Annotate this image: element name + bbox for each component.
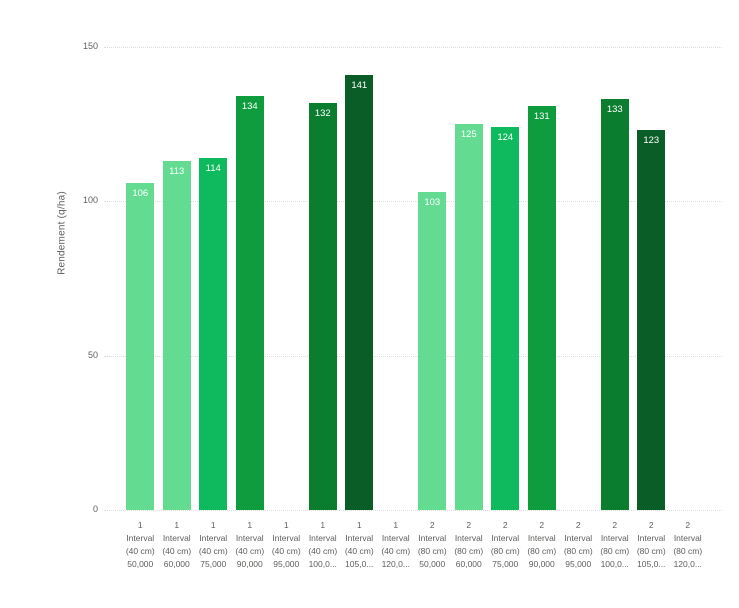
bar-value-label: 125 [460, 129, 477, 141]
x-axis-label-12: 2 Interval (80 cm) 90,000 [527, 520, 557, 569]
x-axis-label-14: 2 Interval (80 cm) 100,0... [600, 520, 630, 569]
category-slot-10: 125 [451, 47, 488, 510]
bar-value-label: 124 [497, 132, 514, 144]
x-axis-label-6: 1 Interval (40 cm) 100,0... [308, 520, 338, 569]
bar-1-60000[interactable]: 113 [162, 161, 191, 510]
x-axis-label-11: 2 Interval (80 cm) 75,000 [490, 520, 520, 569]
x-axis-label-3: 1 Interval (40 cm) 75,000 [198, 520, 228, 569]
plot-area: 106 113 114 134 132 141 103 125 124 131 133 123 [122, 47, 706, 510]
bar-value-label: 134 [241, 101, 258, 113]
x-axis-label-9: 2 Interval (80 cm) 50,000 [417, 520, 447, 569]
category-slot-16 [670, 47, 707, 510]
category-slot-8 [378, 47, 415, 510]
bar-2-50000[interactable]: 103 [418, 192, 447, 510]
x-axis-label-5: 1 Interval (40 cm) 95,000 [271, 520, 301, 569]
x-axis-label-4: 1 Interval (40 cm) 90,000 [235, 520, 265, 569]
bar-2-90000[interactable]: 131 [527, 105, 556, 510]
bar-1-90000[interactable]: 134 [235, 96, 264, 510]
x-axis-label-1: 1 Interval (40 cm) 50,000 [125, 520, 155, 569]
x-axis-label-10: 2 Interval (80 cm) 60,000 [454, 520, 484, 569]
bar-1-75000[interactable]: 114 [199, 158, 228, 510]
bar-value-label: 113 [169, 166, 185, 178]
category-slot-14: 133 [597, 47, 634, 510]
category-slot-12: 131 [524, 47, 561, 510]
x-axis-label-8: 1 Interval (40 cm) 120,0... [381, 520, 411, 569]
x-axis-labels: 1 Interval (40 cm) 50,000 1 Interval (40 cm) 60… [122, 519, 706, 571]
bar-1-1000[interactable]: 132 [308, 102, 337, 510]
bar-value-label: 141 [351, 79, 368, 91]
category-slot-11: 124 [487, 47, 524, 510]
bar-2-1050[interactable]: 123 [637, 130, 666, 510]
category-slot-15: 123 [633, 47, 670, 510]
bar-value-label: 106 [132, 187, 149, 199]
bar-2-60000[interactable]: 125 [454, 124, 483, 510]
bar-value-label: 103 [424, 197, 441, 209]
category-slot-9: 103 [414, 47, 451, 510]
category-slot-4: 134 [232, 47, 269, 510]
bar-value-label: 114 [205, 163, 221, 175]
bar-1-50000[interactable]: 106 [126, 182, 155, 510]
category-slot-2: 113 [159, 47, 196, 510]
x-axis-label-15: 2 Interval (80 cm) 105,0... [636, 520, 666, 569]
gridline-layer [104, 47, 722, 511]
x-axis-label-16: 2 Interval (80 cm) 120,0... [673, 520, 703, 569]
gridline-150 [104, 47, 722, 48]
category-slot-1: 106 [122, 47, 159, 510]
category-slot-7: 141 [341, 47, 378, 510]
bar-2-1000[interactable]: 133 [600, 99, 629, 510]
bar-2-75000[interactable]: 124 [491, 127, 520, 510]
gridline-50 [104, 355, 722, 357]
bar-value-label: 131 [533, 110, 550, 122]
bar-value-label: 132 [314, 107, 331, 119]
y-tick-label-0: 0 [92, 504, 98, 514]
category-slot-6: 132 [305, 47, 342, 510]
gridline-0 [104, 510, 722, 511]
bar-value-label: 133 [606, 104, 623, 116]
category-slot-5 [268, 47, 305, 510]
category-slot-3: 114 [195, 47, 232, 510]
x-axis-label-13: 2 Interval (80 cm) 95,000 [563, 520, 593, 569]
bar-1-1050[interactable]: 141 [345, 74, 374, 510]
gridline-100 [104, 201, 722, 203]
y-tick-label-150: 150 [82, 41, 98, 51]
x-axis-label-7: 1 Interval (40 cm) 105,0... [344, 520, 374, 569]
category-slot-13 [560, 47, 597, 510]
y-tick-label-50: 50 [87, 349, 98, 360]
y-tick-label-100: 100 [82, 195, 98, 206]
bar-value-label: 123 [643, 135, 660, 147]
x-axis-label-2: 1 Interval (40 cm) 60,000 [162, 520, 192, 569]
